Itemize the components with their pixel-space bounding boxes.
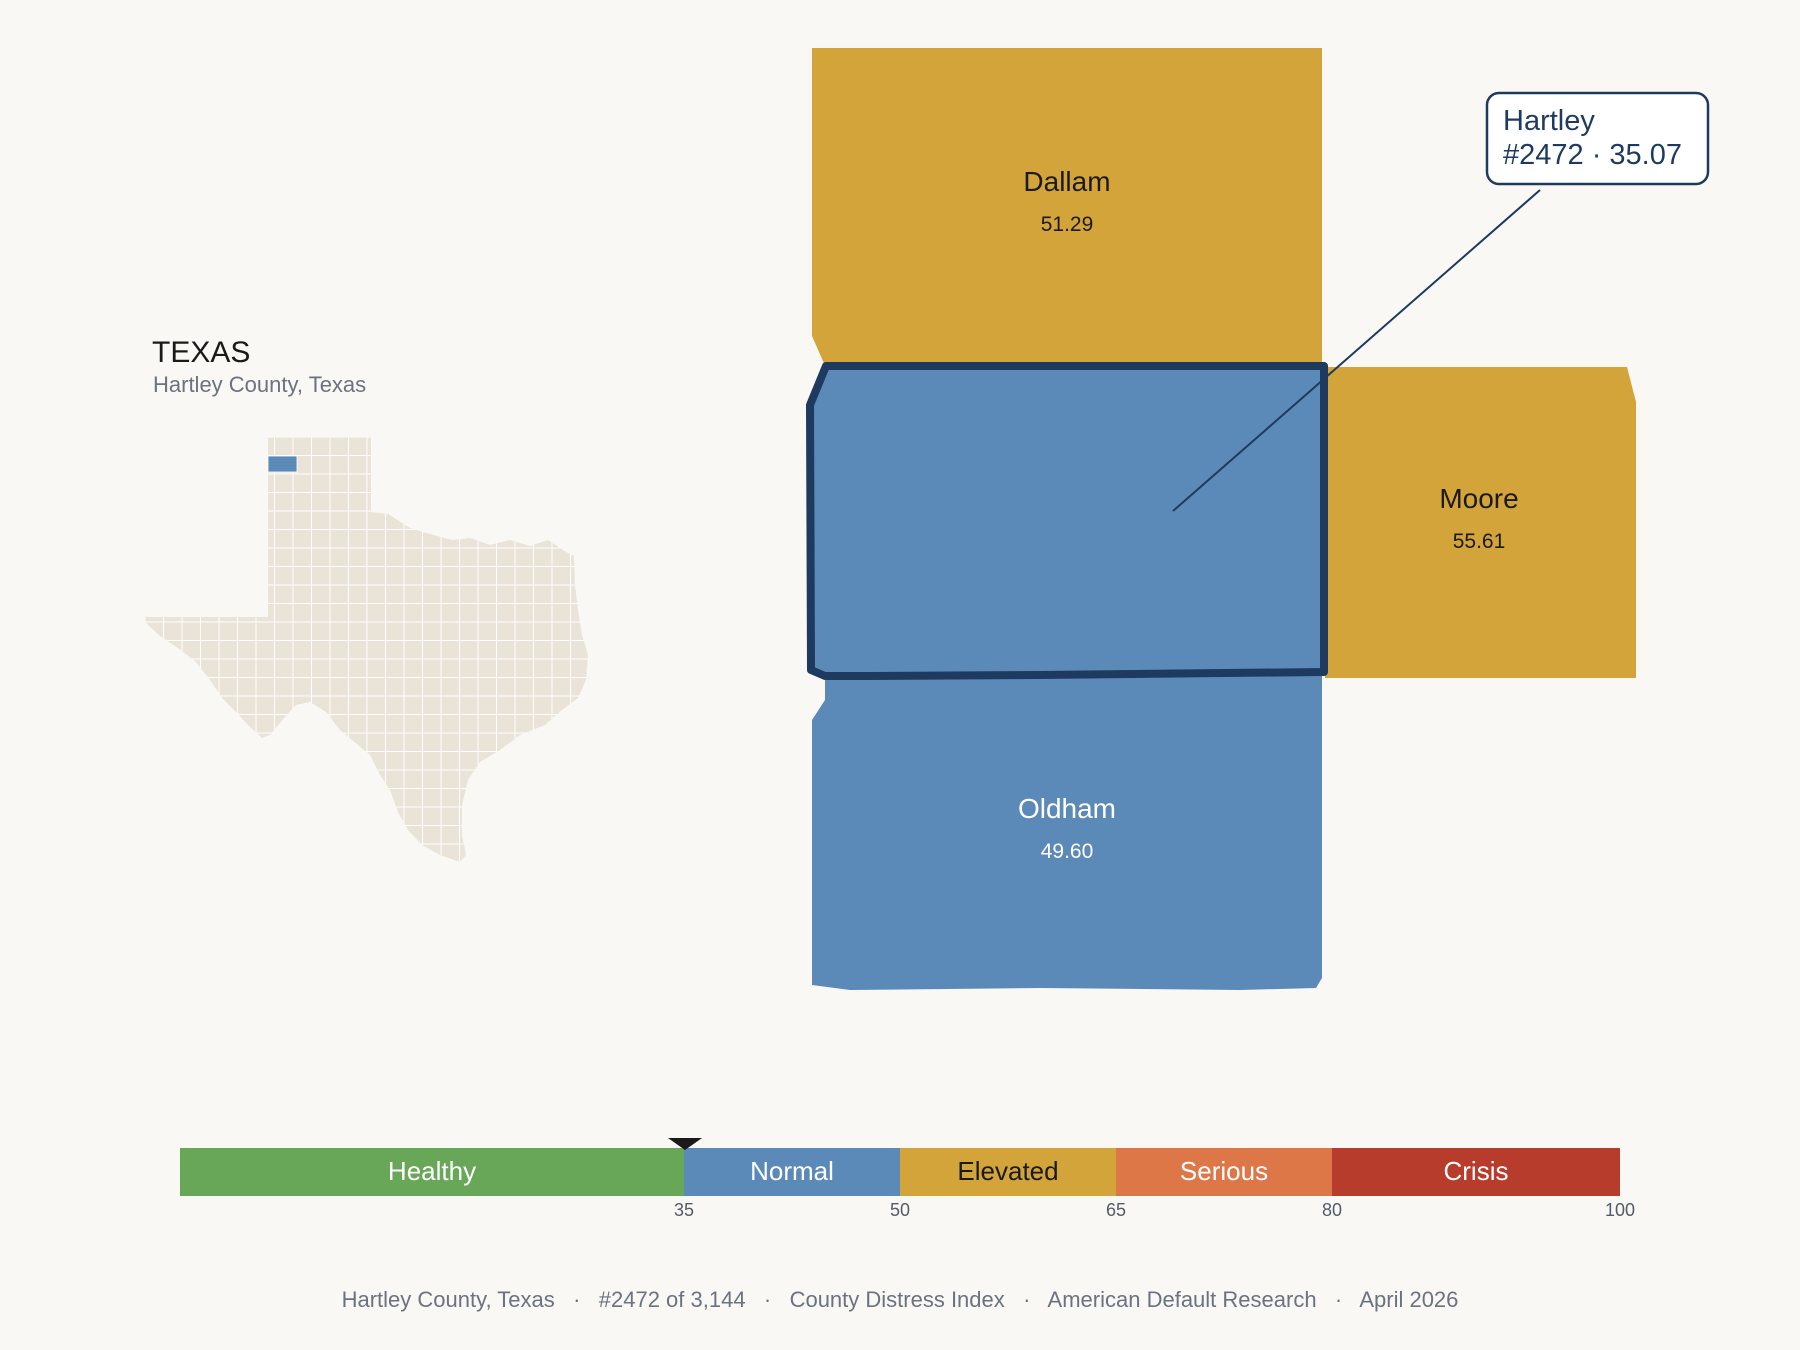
texas-locator-map (145, 437, 588, 862)
scale-band-label-elevated: Elevated (957, 1156, 1058, 1186)
callout-leader-line (1172, 189, 1541, 512)
scale-band-label-normal: Normal (750, 1156, 834, 1186)
footer-caption: Hartley County, Texas · #2472 of 3,144 ·… (342, 1287, 1459, 1312)
county-value-moore: 55.61 (1453, 530, 1506, 553)
scale-band-crisis (1332, 1148, 1620, 1196)
county-moore[interactable] (1325, 367, 1636, 678)
distress-scale-bar: Healthy Normal Elevated Serious Crisis 35 50 65… (180, 1148, 1635, 1220)
scale-tick-label: 35 (674, 1200, 694, 1220)
county-label-oldham: Oldham (1018, 793, 1116, 824)
scale-band-label-healthy: Healthy (388, 1156, 476, 1186)
scale-band-normal (684, 1148, 900, 1196)
scale-band-label-crisis: Crisis (1444, 1156, 1509, 1186)
county-oldham[interactable] (812, 674, 1322, 990)
scale-band-label-serious: Serious (1180, 1156, 1268, 1186)
scale-marker-icon (668, 1138, 703, 1150)
callout-box (1485, 91, 1710, 186)
scale-band-healthy (180, 1148, 684, 1196)
state-subtitle: Hartley County, Texas (153, 372, 366, 397)
county-label-moore: Moore (1439, 483, 1518, 514)
county-dallam[interactable] (812, 48, 1322, 368)
scale-tick-label: 65 (1106, 1200, 1126, 1220)
scale-tick-label: 50 (890, 1200, 910, 1220)
hartley-locator-highlight (267, 455, 298, 473)
county-label-dallam: Dallam (1023, 166, 1110, 197)
scale-tick-label: 80 (1322, 1200, 1342, 1220)
county-value-dallam: 51.29 (1041, 213, 1094, 236)
county-value-oldham: 49.60 (1041, 840, 1094, 863)
county-hartley[interactable] (806, 362, 1328, 680)
callout-rank-value: #2472 · 35.07 (1503, 139, 1682, 171)
scale-tick-label: 100 (1605, 1200, 1635, 1220)
scale-band-elevated (900, 1148, 1116, 1196)
state-title: TEXAS (152, 336, 250, 369)
scale-band-serious (1116, 1148, 1332, 1196)
callout-county-name: Hartley (1503, 105, 1595, 137)
